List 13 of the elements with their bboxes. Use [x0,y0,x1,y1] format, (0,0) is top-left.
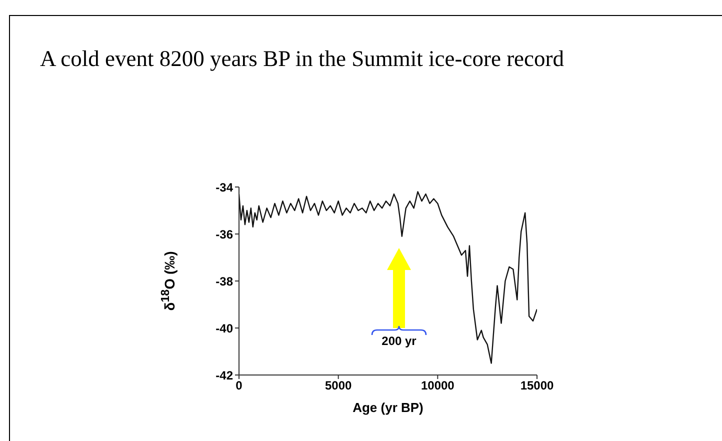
y-tick-label: -42 [216,368,234,382]
x-tick-label: 10000 [420,378,455,393]
y-tick-label: -38 [216,274,234,288]
annotation: 200 yr [380,334,418,348]
x-tick-label: 5000 [324,378,352,393]
y-tick-label: -40 [216,321,234,336]
y-tick-label: -36 [216,227,234,242]
y-tick-label: -34 [216,180,234,194]
x-axis-title: Age (yr BP) [352,400,424,415]
chart-title: A cold event 8200 years BP in the Summit ice-core record [40,46,566,72]
line-series [239,191,537,364]
x-tick-label: 0 [236,378,243,393]
x-tick-label: 15000 [520,378,554,393]
